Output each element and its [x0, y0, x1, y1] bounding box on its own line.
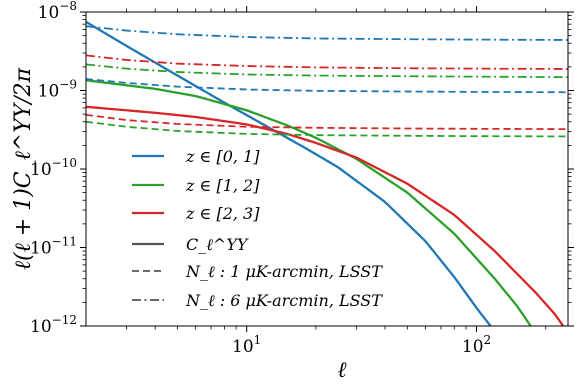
legend-label-2: z ∈ [2, 3] [185, 204, 260, 223]
minor-ticks [82, 8, 572, 330]
series-line-noise-1uK-4 [86, 120, 568, 138]
series-line-noise-6uK-6 [86, 25, 568, 41]
major-ticks: 101 102 10−12 10−11 10−10 10−9 10−8 [30, 0, 574, 357]
y-axis-label: ℓ(ℓ + 1)C_ℓ^ΥΥ/2π [11, 67, 36, 270]
y-tick-label: 10−11 [30, 235, 77, 259]
series-line-signal-2 [86, 105, 565, 326]
legend-label-4: N_ℓ : 1 μK-arcmin, LSST [185, 262, 383, 281]
y-tick-label: 10−9 [38, 78, 77, 102]
legend-label-3: C_ℓ^ΥΥ [186, 235, 249, 254]
x-tick-label: 101 [232, 333, 261, 357]
legend: z ∈ [0, 1] z ∈ [1, 2] z ∈ [2, 3] C_ℓ^ΥΥ N_ℓ … [132, 147, 383, 310]
y-tick-label: 10−10 [30, 156, 77, 180]
legend-label-5: N_ℓ : 6 μK-arcmin, LSST [185, 291, 383, 310]
series-line-noise-1uK-5 [86, 113, 568, 131]
legend-label-0: z ∈ [0, 1] [185, 147, 260, 166]
series-line-noise-6uK-8 [86, 54, 568, 70]
series-line-noise-6uK-7 [86, 63, 568, 79]
y-tick-label: 10−12 [30, 313, 77, 337]
x-axis-label: ℓ [337, 358, 347, 383]
series-line-noise-1uK-3 [86, 78, 568, 94]
y-tick-label: 10−8 [38, 0, 77, 23]
x-tick-label: 102 [462, 333, 491, 357]
legend-label-1: z ∈ [1, 2] [185, 176, 260, 195]
series-layer [86, 20, 568, 326]
